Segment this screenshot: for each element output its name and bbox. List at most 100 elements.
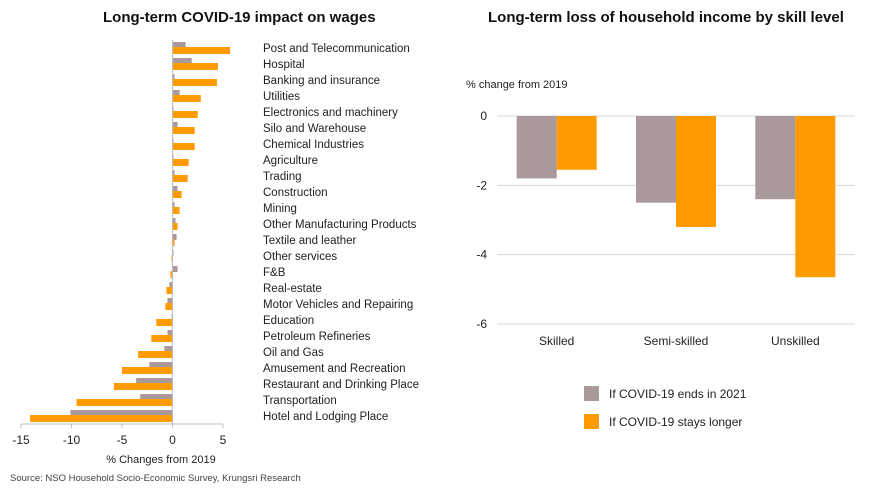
bar-orange xyxy=(172,175,188,182)
category-label: Education xyxy=(263,315,314,327)
x-axis-title: % Changes from 2019 xyxy=(106,454,215,466)
bar-gray xyxy=(172,106,174,112)
category-label: Silo and Warehouse xyxy=(263,123,366,135)
bar-orange xyxy=(156,319,173,326)
bar-gray xyxy=(167,298,173,304)
category-label: Agriculture xyxy=(263,155,318,167)
y-tick-label: 0 xyxy=(480,109,487,123)
bar-orange xyxy=(122,367,173,374)
y-axis-title: % change from 2019 xyxy=(466,79,568,91)
category-label: Amusement and Recreation xyxy=(263,363,406,375)
category-label: Banking and insurance xyxy=(263,75,380,87)
bar-gray xyxy=(136,378,173,384)
category-label: Oil and Gas xyxy=(263,347,324,359)
bar-orange xyxy=(172,47,231,54)
category-label: Transportation xyxy=(263,395,337,407)
bar-orange xyxy=(172,127,195,134)
x-tick-label: -15 xyxy=(12,433,30,447)
y-tick-label: -6 xyxy=(476,317,487,331)
bar-gray xyxy=(172,266,178,272)
bar-orange xyxy=(172,223,178,230)
bar-gray xyxy=(149,362,173,368)
legend-label: If COVID-19 stays longer xyxy=(609,415,742,429)
category-label: Electronics and machinery xyxy=(263,107,398,119)
legend-swatch xyxy=(584,414,599,429)
bar-gray xyxy=(172,42,186,48)
category-label: Motor Vehicles and Repairing xyxy=(263,299,413,311)
bar-orange xyxy=(165,303,173,310)
bar-orange xyxy=(171,255,173,262)
category-label: Other Manufacturing Products xyxy=(263,219,417,231)
category-label: Post and Telecommunication xyxy=(263,43,410,55)
category-label: Hotel and Lodging Place xyxy=(263,411,388,423)
bar-orange xyxy=(172,63,218,70)
bar-orange xyxy=(676,116,716,227)
category-label: Restaurant and Drinking Place xyxy=(263,379,419,391)
bar-gray xyxy=(172,154,174,160)
bar-gray xyxy=(172,202,175,208)
bar-gray xyxy=(172,234,177,240)
bar-orange xyxy=(172,79,217,86)
bar-orange xyxy=(172,191,182,198)
bar-gray xyxy=(172,138,174,144)
x-category-label: Skilled xyxy=(539,334,574,348)
bar-gray xyxy=(172,90,180,96)
category-label: Mining xyxy=(263,203,297,215)
bar-orange xyxy=(166,287,173,294)
bar-orange xyxy=(138,351,173,358)
bar-gray xyxy=(70,410,173,416)
source-note: Source: NSO Household Socio-Economic Sur… xyxy=(10,473,301,484)
bar-orange xyxy=(172,207,180,214)
bar-gray xyxy=(140,394,173,400)
bar-gray xyxy=(169,282,173,288)
bar-gray xyxy=(755,116,796,200)
bar-orange xyxy=(30,415,173,422)
x-tick-label: -10 xyxy=(63,433,81,447)
x-tick-label: -5 xyxy=(117,433,128,447)
right-chart-title: Long-term loss of household income by sk… xyxy=(488,9,844,26)
bar-orange xyxy=(76,399,173,406)
category-label: Chemical Industries xyxy=(263,139,364,151)
bar-orange xyxy=(113,383,173,390)
x-category-label: Semi-skilled xyxy=(644,334,709,348)
bar-orange xyxy=(795,116,836,278)
bar-gray xyxy=(172,74,175,80)
category-label: Real-estate xyxy=(263,283,322,295)
bar-orange xyxy=(172,95,201,102)
bar-gray xyxy=(172,186,178,192)
y-tick-label: -2 xyxy=(476,178,487,192)
category-label: Petroleum Refineries xyxy=(263,331,371,343)
bar-gray xyxy=(172,250,174,256)
bar-orange xyxy=(170,271,173,278)
category-label: Trading xyxy=(263,171,302,183)
bar-gray xyxy=(172,218,176,224)
category-label: Construction xyxy=(263,187,328,199)
bar-orange xyxy=(556,116,597,170)
bar-gray xyxy=(516,116,557,179)
category-label: Textile and leather xyxy=(263,235,357,247)
bar-gray xyxy=(171,314,173,320)
x-tick-label: 0 xyxy=(169,433,176,447)
bar-orange xyxy=(172,159,189,166)
x-tick-label: 5 xyxy=(220,433,227,447)
bar-orange xyxy=(172,143,195,150)
category-label: F&B xyxy=(263,267,286,279)
bar-gray xyxy=(636,116,676,203)
category-label: Utilities xyxy=(263,91,300,103)
bar-orange xyxy=(172,239,175,246)
y-tick-label: -4 xyxy=(476,248,487,262)
bar-gray xyxy=(164,346,173,352)
bar-gray xyxy=(172,122,178,128)
bar-orange xyxy=(151,335,173,342)
bar-orange xyxy=(172,111,198,118)
x-category-label: Unskilled xyxy=(771,334,820,348)
bar-gray xyxy=(172,58,192,64)
legend-label: If COVID-19 ends in 2021 xyxy=(609,387,747,401)
category-label: Hospital xyxy=(263,59,305,71)
category-label: Other services xyxy=(263,251,337,263)
bar-gray xyxy=(167,330,173,336)
legend-swatch xyxy=(584,386,599,401)
